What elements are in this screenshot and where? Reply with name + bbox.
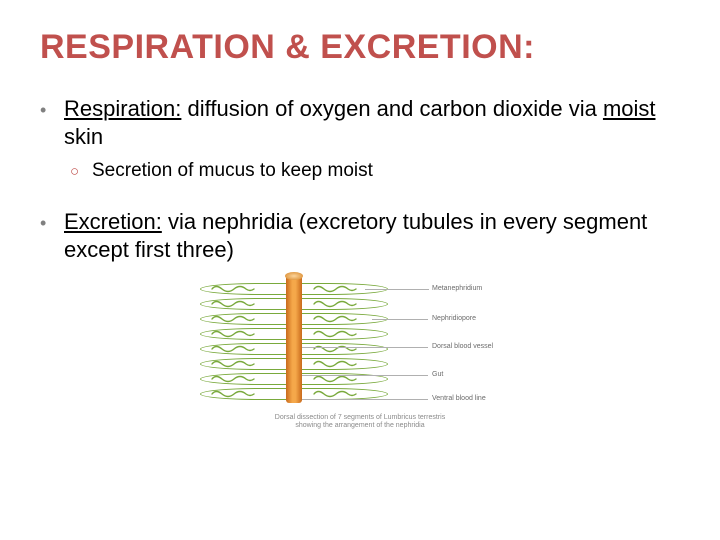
nephridium-icon: [312, 299, 358, 309]
bullet-excretion: • Excretion: via nephridia (excretory tu…: [40, 208, 680, 263]
diagram-label: Metanephridium: [432, 285, 482, 292]
bullet-respiration: • Respiration: diffusion of oxygen and c…: [40, 95, 680, 150]
bullet-marker: •: [40, 95, 64, 122]
diagram-label: Nephridiopore: [432, 315, 476, 322]
respiration-label: Respiration:: [64, 96, 181, 121]
nephridium-icon: [312, 284, 358, 294]
leader-line: [365, 289, 429, 290]
respiration-ul-moist: moist: [603, 96, 656, 121]
nephridium-icon: [210, 344, 256, 354]
tube-cap: [285, 272, 303, 280]
nephridium-icon: [312, 389, 358, 399]
nephridium-icon: [210, 314, 256, 324]
nephridium-icon: [312, 344, 358, 354]
leader-line: [302, 399, 428, 400]
caption-line-2: showing the arrangement of the nephridia: [295, 422, 424, 429]
bullet-text: Respiration: diffusion of oxygen and car…: [64, 95, 680, 150]
bullet-text: Excretion: via nephridia (excretory tubu…: [64, 208, 680, 263]
excretion-label: Excretion:: [64, 209, 162, 234]
nephridia-figure: Metanephridium Nephridiopore Dorsal blood …: [40, 275, 680, 431]
caption-line-1: Dorsal dissection of 7 segments of Lumbr…: [275, 414, 445, 421]
respiration-desc-2: skin: [64, 124, 103, 149]
leader-line: [372, 319, 428, 320]
nephridium-icon: [210, 284, 256, 294]
nephridium-icon: [210, 359, 256, 369]
nephridium-icon: [210, 374, 256, 384]
nephridium-icon: [210, 299, 256, 309]
nephridia-diagram: Metanephridium Nephridiopore Dorsal blood …: [200, 275, 520, 410]
sub-bullet-secretion: ○ Secretion of mucus to keep moist: [70, 160, 680, 182]
nephridium-icon: [210, 389, 256, 399]
nephridium-icon: [312, 359, 358, 369]
nephridium-icon: [312, 314, 358, 324]
diagram-label: Ventral blood line: [432, 395, 486, 402]
bullet-marker: •: [40, 208, 64, 235]
diagram-label: Dorsal blood vessel: [432, 343, 493, 350]
gut-tube: [286, 275, 302, 403]
figure-caption: Dorsal dissection of 7 segments of Lumbr…: [275, 414, 445, 431]
diagram-label: Gut: [432, 371, 443, 378]
slide-title: RESPIRATION & EXCRETION:: [40, 28, 680, 67]
nephridium-icon: [312, 329, 358, 339]
sub-bullet-marker: ○: [70, 160, 92, 180]
leader-line: [302, 347, 428, 348]
nephridium-icon: [210, 329, 256, 339]
sub-bullet-text: Secretion of mucus to keep moist: [92, 160, 373, 182]
leader-line: [302, 375, 428, 376]
respiration-desc-1: diffusion of oxygen and carbon dioxide v…: [181, 96, 603, 121]
